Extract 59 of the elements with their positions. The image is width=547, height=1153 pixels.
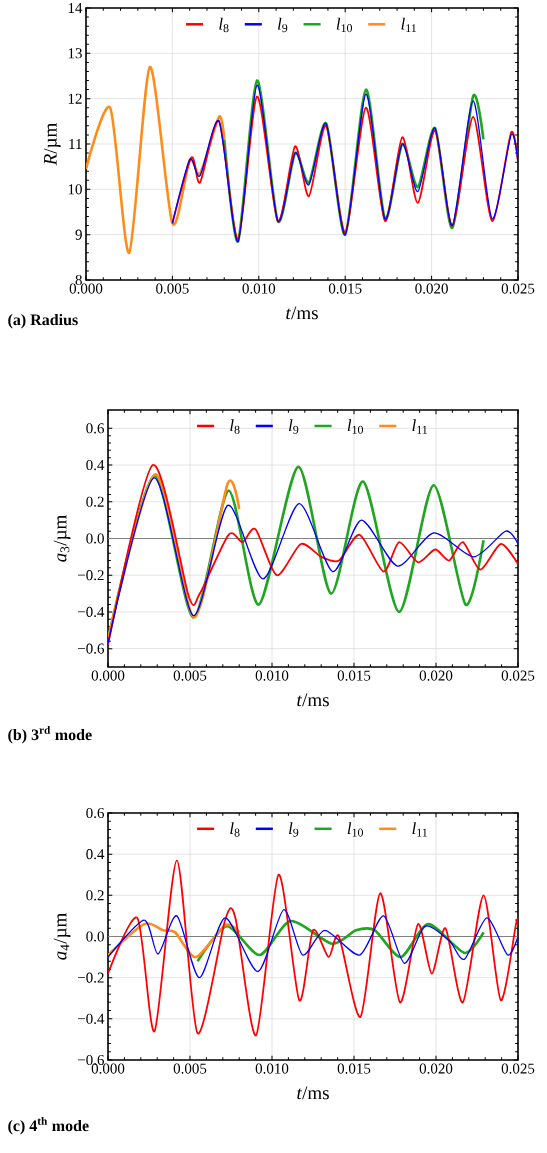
y-axis-title: a$_{3}$/µm [53,514,71,562]
x-tick-label: 0.025 [501,283,535,294]
y-tick-label: −0.4 [78,1013,105,1024]
y-tick-label: 11 [69,139,82,149]
legend-label: l$_{9}$ [289,822,299,837]
y-tick-label: −0.4 [78,606,105,618]
y-tick-label: 10 [68,184,82,195]
y-tick-label: 0.2 [86,496,104,507]
legend-label: l$_{10}$ [336,17,353,33]
legend-label: l$_{10}$ [347,822,364,837]
x-tick-label: 0.015 [337,670,371,681]
x-tick-label: 0.010 [242,283,276,294]
legend-label: l$_{8}$ [219,17,229,33]
legend-label: l$_{11}$ [412,419,428,434]
text: (b) 3$^{rd}$ mode [8,725,92,744]
x-tick-label: 0.020 [415,283,448,294]
y-axis-title: R/µm [44,122,61,166]
y-axis-title: a$_{4}$/µm [53,912,71,960]
y-tick-label: 0.6 [86,423,105,434]
x-tick-label: 0.000 [69,283,103,294]
y-tick-label: 9 [75,229,82,240]
text: (c) 4$^{th}$ mode [8,1116,89,1135]
y-tick-label: 8 [75,274,82,286]
y-tick-label: 14 [68,3,83,13]
x-tick-label: 0.020 [419,1063,453,1074]
x-tick-label: 0.005 [156,283,189,294]
y-tick-label: 0.2 [86,890,104,901]
x-tick-label: 0.000 [91,670,125,681]
y-tick-label: 0.0 [86,931,104,942]
x-tick-label: 0.015 [328,283,362,294]
y-tick-label: 0.4 [86,849,105,860]
y-tick-label: 13 [68,48,82,59]
y-tick-label: −0.2 [78,972,104,983]
x-tick-label: 0.025 [501,670,535,681]
x-tick-label: 0.025 [501,1063,535,1074]
x-axis-title: t/ms [297,1086,329,1100]
x-tick-label: 0.020 [419,670,453,681]
x-tick-label: 0.015 [337,1063,371,1074]
legend-label: l$_{9}$ [278,17,288,33]
y-tick-label: 0.4 [86,459,105,471]
legend-label: l$_{8}$ [230,822,240,837]
y-tick-label: 0.0 [86,533,104,544]
legend-label: l$_{10}$ [347,419,364,434]
x-tick-label: 0.010 [255,670,289,681]
x-tick-label: 0.010 [255,1063,289,1074]
x-tick-label: 0.005 [173,670,207,681]
x-axis-title: t/ms [297,693,329,707]
y-tick-label: 0.6 [86,807,105,819]
text: (a) Radius [8,313,78,329]
y-tick-label: −0.2 [78,570,104,581]
x-axis-title: t/ms [286,306,318,320]
x-tick-label: 0.005 [173,1063,207,1074]
y-tick-label: 12 [68,93,82,104]
legend-label: l$_{11}$ [401,17,417,33]
legend-label: l$_{11}$ [412,822,428,837]
legend-label: l$_{9}$ [289,419,299,434]
y-tick-label: −0.6 [78,643,105,654]
x-tick-label: 0.000 [91,1063,125,1074]
legend-label: l$_{8}$ [230,419,240,434]
